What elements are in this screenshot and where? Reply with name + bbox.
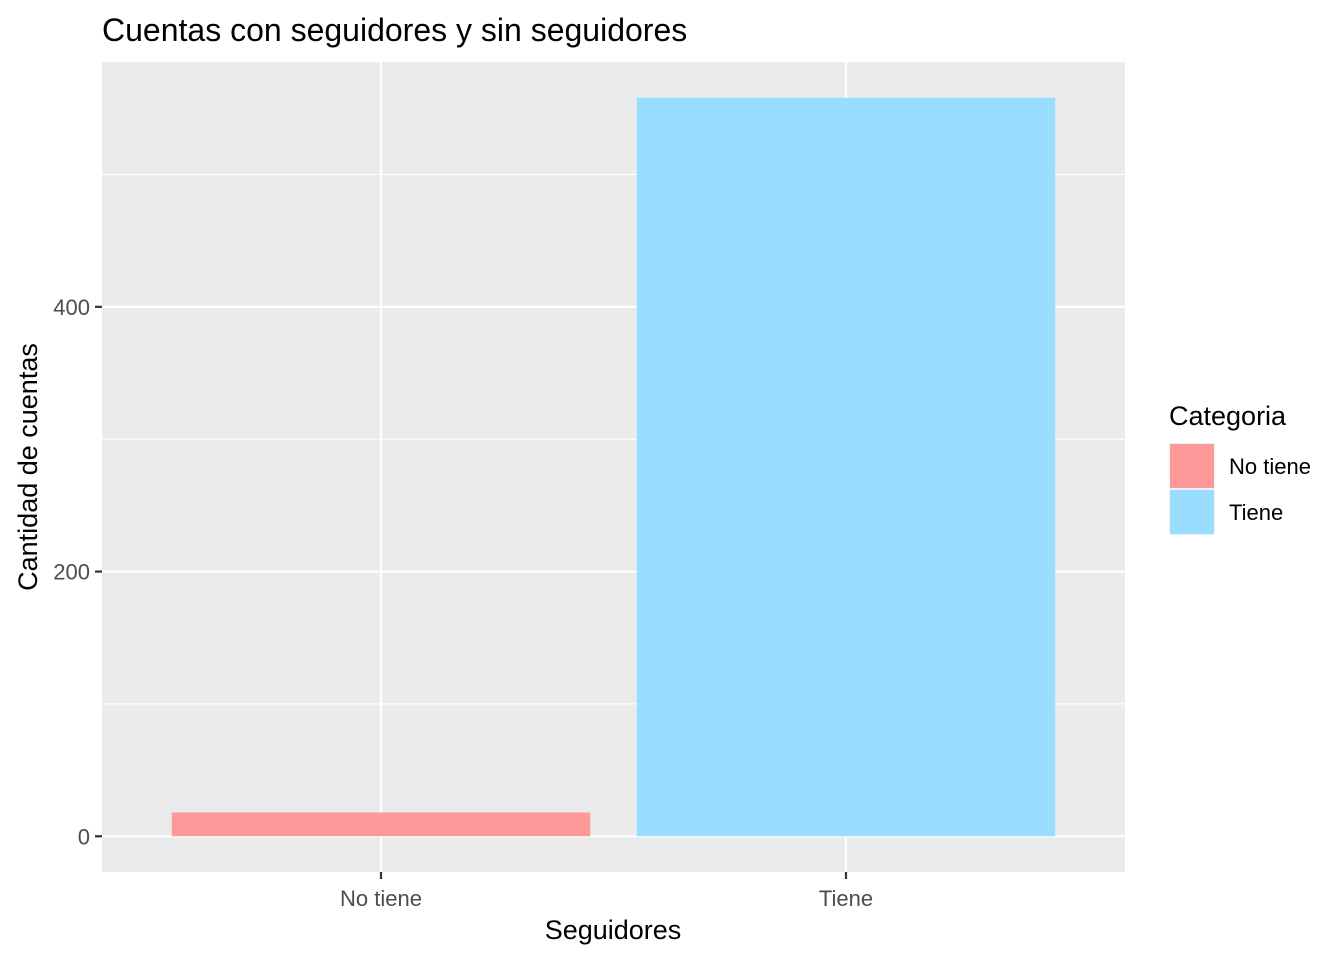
x-tick-label: No tiene xyxy=(340,886,422,911)
y-tick-label: 200 xyxy=(53,560,90,585)
y-axis-title: Cantidad de cuentas xyxy=(13,343,43,591)
legend: No tiene Tiene xyxy=(1169,443,1311,535)
bar-tiene xyxy=(636,97,1056,837)
legend-label: No tiene xyxy=(1229,454,1311,479)
legend-swatch-no-tiene xyxy=(1170,444,1214,488)
legend-title: Categoria xyxy=(1169,401,1287,431)
plot-area: 0 200 400 No tiene Tiene xyxy=(53,62,1125,911)
chart-title: Cuentas con seguidores y sin seguidores xyxy=(102,12,687,48)
bar-no-tiene xyxy=(171,812,591,837)
legend-label: Tiene xyxy=(1229,500,1283,525)
x-tick-label: Tiene xyxy=(819,886,873,911)
y-tick-label: 0 xyxy=(78,824,90,849)
legend-swatch-tiene xyxy=(1170,490,1214,534)
x-axis-title: Seguidores xyxy=(545,915,682,945)
y-tick-label: 400 xyxy=(53,295,90,320)
